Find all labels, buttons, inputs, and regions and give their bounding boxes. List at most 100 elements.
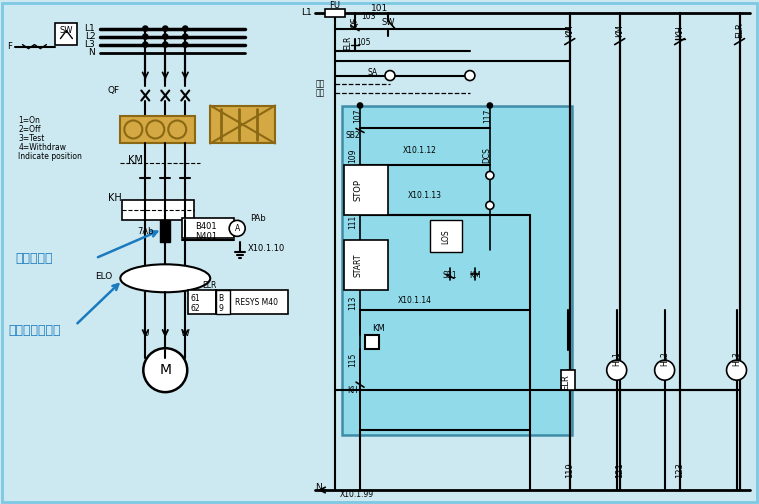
Circle shape: [146, 120, 164, 139]
Circle shape: [183, 42, 187, 47]
Text: A: A: [235, 224, 240, 233]
Text: 就地: 就地: [316, 88, 325, 97]
Text: 103: 103: [361, 12, 375, 21]
Text: 9: 9: [218, 304, 223, 313]
Text: HL2: HL2: [660, 351, 669, 365]
Text: RESYS M40: RESYS M40: [235, 298, 279, 307]
Bar: [216, 290, 230, 314]
Text: 零序电流互感器: 零序电流互感器: [8, 324, 61, 337]
Text: 109: 109: [348, 148, 357, 163]
Text: QF: QF: [107, 86, 119, 95]
Circle shape: [385, 71, 395, 81]
Circle shape: [183, 26, 187, 31]
Text: 123: 123: [675, 462, 684, 478]
Text: 1=On: 1=On: [18, 116, 40, 125]
Text: KM: KM: [128, 155, 143, 165]
Bar: [210, 105, 275, 144]
Text: 2=Off: 2=Off: [18, 125, 41, 134]
Bar: [121, 115, 195, 144]
Text: L3: L3: [84, 40, 96, 49]
Circle shape: [229, 220, 245, 236]
Circle shape: [124, 120, 142, 139]
Text: 121: 121: [616, 462, 624, 478]
Text: ELR: ELR: [561, 374, 570, 390]
Text: ELR: ELR: [202, 281, 216, 290]
Text: F: F: [8, 42, 12, 51]
Bar: [325, 9, 345, 17]
Text: 4=Withdraw: 4=Withdraw: [18, 143, 67, 152]
Circle shape: [143, 26, 148, 31]
Circle shape: [143, 34, 148, 39]
Circle shape: [486, 202, 494, 209]
Text: 61: 61: [191, 294, 200, 303]
Text: L2: L2: [85, 32, 96, 41]
Text: SW: SW: [60, 26, 73, 35]
Text: 115: 115: [348, 353, 357, 367]
Text: PAb: PAb: [250, 214, 266, 223]
Text: STOP: STOP: [354, 179, 363, 202]
Circle shape: [162, 26, 168, 31]
Circle shape: [162, 42, 168, 47]
Text: HL1: HL1: [613, 351, 621, 365]
Ellipse shape: [121, 264, 210, 292]
Text: KH: KH: [109, 194, 122, 204]
Text: Indicate position: Indicate position: [18, 152, 82, 161]
Text: L1: L1: [301, 8, 312, 17]
Circle shape: [465, 71, 475, 81]
Circle shape: [162, 34, 168, 39]
Text: KH: KH: [348, 386, 358, 395]
Bar: [342, 105, 572, 435]
Text: L1: L1: [84, 24, 96, 33]
Text: 62: 62: [191, 304, 200, 313]
Text: KM: KM: [565, 24, 575, 37]
Bar: [188, 290, 216, 314]
Text: X10.1.99: X10.1.99: [340, 490, 374, 499]
Text: KM: KM: [616, 24, 624, 37]
Circle shape: [655, 360, 675, 380]
Circle shape: [726, 360, 747, 380]
Circle shape: [168, 120, 186, 139]
Text: V: V: [162, 329, 168, 338]
Text: ELR: ELR: [344, 35, 352, 50]
Text: 105: 105: [356, 38, 370, 47]
Text: START: START: [354, 254, 363, 277]
Bar: [182, 218, 235, 238]
Text: 3=Test: 3=Test: [18, 134, 45, 143]
Text: 119: 119: [565, 462, 575, 478]
Text: HL3: HL3: [732, 351, 741, 365]
Text: 113: 113: [348, 296, 357, 310]
Text: ELO: ELO: [95, 272, 112, 281]
Text: 111: 111: [348, 215, 357, 229]
Bar: [216, 290, 288, 314]
Text: ELR: ELR: [735, 23, 744, 38]
Text: X10.1.10: X10.1.10: [248, 244, 285, 253]
Circle shape: [143, 348, 187, 392]
Bar: [430, 220, 462, 253]
Text: X10.1.14: X10.1.14: [398, 296, 432, 305]
Bar: [344, 165, 388, 215]
Circle shape: [486, 171, 494, 179]
Circle shape: [143, 42, 148, 47]
Bar: [122, 201, 194, 220]
Text: 远程: 远程: [316, 79, 325, 88]
Text: 7Ab: 7Ab: [138, 227, 154, 236]
Text: 117: 117: [483, 108, 493, 122]
Text: SB1: SB1: [442, 271, 457, 280]
Bar: [55, 23, 77, 44]
Bar: [561, 370, 575, 390]
Bar: [365, 335, 379, 349]
Text: B: B: [218, 294, 223, 303]
Text: FU: FU: [329, 1, 341, 10]
Circle shape: [357, 103, 363, 108]
Text: N401: N401: [195, 232, 217, 241]
Text: QF: QF: [351, 17, 360, 28]
Text: B401: B401: [195, 222, 217, 231]
Text: M: M: [159, 363, 172, 377]
Text: 107: 107: [354, 108, 363, 123]
Circle shape: [183, 34, 187, 39]
Bar: [344, 240, 388, 290]
Text: KM: KM: [372, 324, 384, 333]
Text: SB2: SB2: [345, 131, 361, 140]
Text: LOS: LOS: [442, 229, 450, 243]
Text: KM: KM: [469, 271, 480, 280]
